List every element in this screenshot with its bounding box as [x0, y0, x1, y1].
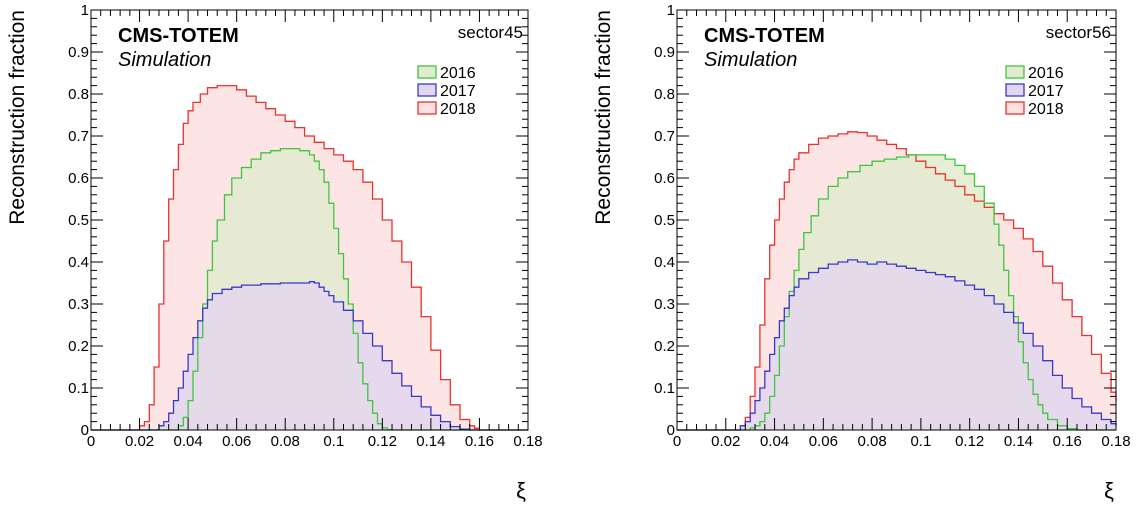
y-tick-label: 0.8	[68, 86, 89, 103]
x-tick-label: 0.04	[174, 433, 203, 450]
series-fills	[91, 85, 528, 430]
legend-swatch-2017	[1005, 83, 1025, 97]
y-tick-label: 0.2	[654, 338, 675, 355]
x-tick-label: 0.14	[416, 433, 445, 450]
y-tick-label: 0.9	[654, 44, 675, 61]
x-axis-label: ξ	[516, 478, 526, 503]
series-lines	[677, 131, 1117, 431]
sector-label: sector56	[1046, 23, 1111, 42]
axis-ticks	[676, 9, 1117, 431]
y-tick-label: 0.2	[68, 338, 89, 355]
plot-frame	[676, 9, 1117, 431]
y-tick-label: 0.3	[654, 296, 675, 313]
series-2018-line	[677, 131, 1117, 431]
collaboration-label: CMS-TOTEM	[118, 25, 239, 47]
legend-label-2016: 2016	[1028, 65, 1064, 82]
x-tick-label: 0.02	[125, 433, 154, 450]
x-tick-label: 0.16	[465, 433, 494, 450]
x-tick-labels: 0 0.02 0.04 0.06 0.08 0.1 0.12 0.14 0.16 0.18	[673, 433, 1131, 450]
series-2016-line	[677, 154, 1116, 431]
y-tick-label: 0.7	[68, 128, 89, 145]
y-tick-label: 0.6	[68, 170, 89, 187]
legend-swatch-2018	[1005, 101, 1025, 115]
legend-swatch-2018	[417, 101, 437, 115]
y-tick-label: 0.7	[654, 128, 675, 145]
x-tick-label: 0.06	[222, 433, 251, 450]
y-tick-label: 0.1	[654, 380, 675, 397]
y-tick-label: 1	[81, 2, 89, 19]
y-tick-label: 0.5	[68, 212, 89, 229]
collaboration-label: CMS-TOTEM	[704, 25, 825, 47]
x-tick-label: 0.12	[368, 433, 397, 450]
x-tick-label: 0	[673, 433, 681, 450]
y-tick-label: 0	[667, 422, 675, 439]
x-tick-label: 0.1	[910, 433, 931, 450]
x-tick-label: 0.18	[513, 433, 542, 450]
x-tick-labels: 0 0.02 0.04 0.06 0.08 0.1 0.12 0.14 0.16 0.18	[87, 433, 543, 450]
legend-label-2018: 2018	[1028, 101, 1064, 118]
simulation-label: Simulation	[118, 49, 211, 71]
legend-label-2018: 2018	[440, 101, 476, 118]
x-tick-label: 0.18	[1101, 433, 1130, 450]
y-axis-label: Reconstruction fraction	[6, 10, 29, 225]
legend-swatch-2017	[417, 83, 437, 97]
x-tick-label: 0.12	[955, 433, 984, 450]
series-2017-line	[91, 281, 528, 431]
legend-label-2016: 2016	[440, 65, 476, 82]
y-tick-labels: 0 0.1 0.2 0.3 0.4 0.5 0.6 0.7 0.8 0.9 1	[654, 2, 675, 439]
x-tick-label: 0.08	[858, 433, 887, 450]
legend-swatch-2016	[417, 65, 437, 79]
series-2017-line	[677, 259, 1117, 431]
y-tick-label: 0.5	[654, 212, 675, 229]
y-tick-label: 0.9	[68, 44, 89, 61]
y-tick-label: 1	[667, 2, 675, 19]
plot-frame	[90, 9, 529, 431]
series-2017-fill	[677, 259, 1116, 430]
series-2016-line	[91, 147, 528, 431]
y-tick-label: 0.8	[654, 86, 675, 103]
x-tick-label: 0.08	[271, 433, 300, 450]
y-tick-label: 0.3	[68, 296, 89, 313]
simulation-label: Simulation	[704, 49, 797, 71]
legend-swatch-2016	[1005, 65, 1025, 79]
x-tick-label: 0.02	[711, 433, 740, 450]
y-axis-label: Reconstruction fraction	[592, 10, 615, 225]
chart-panel-sector45: 0 0.02 0.04 0.06 0.08 0.1 0.12 0.14 0.16 0.18 0 0.…	[6, 2, 543, 503]
series-2017-fill	[91, 281, 528, 430]
x-tick-label: 0.06	[809, 433, 838, 450]
x-tick-label: 0.04	[760, 433, 789, 450]
x-tick-label: 0.14	[1004, 433, 1033, 450]
chart-panel-sector56: 0 0.02 0.04 0.06 0.08 0.1 0.12 0.14 0.16 0.18 0 0.…	[592, 2, 1131, 503]
x-tick-label: 0.1	[323, 433, 344, 450]
legend-label-2017: 2017	[1028, 83, 1064, 100]
legend-label-2017: 2017	[440, 83, 476, 100]
series-fills	[677, 131, 1116, 431]
x-tick-label: 0	[87, 433, 95, 450]
y-tick-label: 0.1	[68, 380, 89, 397]
series-lines	[91, 84, 528, 431]
x-tick-label: 0.16	[1053, 433, 1082, 450]
y-tick-label: 0.6	[654, 170, 675, 187]
y-tick-label: 0.4	[68, 254, 89, 271]
y-tick-label: 0	[81, 422, 89, 439]
series-2018-line	[91, 84, 528, 431]
y-tick-labels: 0 0.1 0.2 0.3 0.4 0.5 0.6 0.7 0.8 0.9 1	[68, 2, 89, 439]
x-axis-label: ξ	[1104, 478, 1114, 503]
sector-label: sector45	[458, 23, 523, 42]
y-tick-label: 0.4	[654, 254, 675, 271]
